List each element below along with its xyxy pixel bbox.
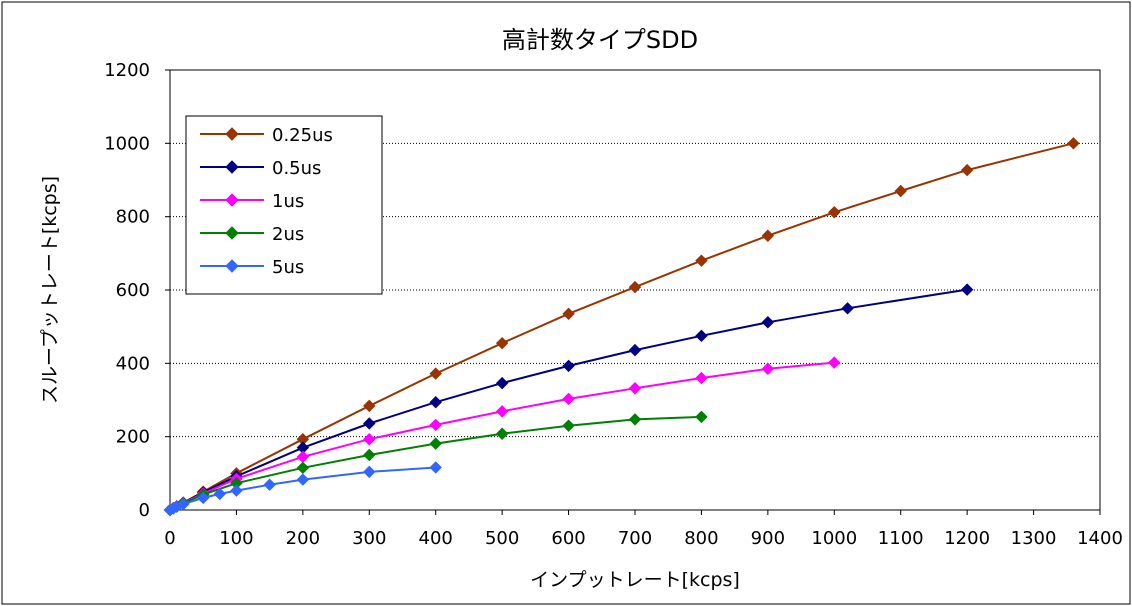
data-point — [230, 484, 243, 497]
data-point — [562, 359, 575, 373]
legend-label: 0.5us — [272, 158, 321, 179]
x-tick-label: 100 — [219, 528, 253, 549]
data-point — [495, 427, 509, 440]
legend-marker — [225, 226, 239, 240]
data-point — [695, 410, 708, 424]
y-tick-label: 1200 — [104, 60, 150, 81]
data-point — [429, 367, 442, 380]
x-tick-label: 1300 — [1011, 528, 1057, 549]
legend-label: 5us — [272, 257, 304, 278]
legend-box — [185, 115, 383, 295]
data-point — [761, 316, 775, 329]
data-point — [695, 371, 708, 385]
data-point — [363, 465, 376, 479]
legend-item: 0.5us — [200, 158, 321, 179]
x-tick-label: 0 — [164, 528, 175, 549]
x-tick-label: 800 — [684, 528, 718, 549]
data-point — [841, 302, 854, 315]
data-point — [429, 395, 442, 409]
data-point — [429, 437, 442, 450]
data-point — [960, 163, 974, 177]
legend-label: 0.25us — [272, 125, 333, 146]
y-tick-label: 400 — [116, 353, 150, 374]
data-point — [263, 478, 276, 491]
data-point — [1067, 137, 1080, 150]
x-tick-label: 600 — [551, 528, 585, 549]
legend-item: 2us — [200, 224, 304, 245]
legend-marker — [225, 193, 239, 207]
data-point — [197, 491, 210, 505]
y-axis-ticks: 0 200 400 600 800 1000 1200 — [104, 60, 170, 521]
y-tick-label: 0 — [139, 500, 150, 521]
data-point — [363, 399, 376, 413]
x-tick-label: 400 — [419, 528, 453, 549]
data-point — [628, 343, 642, 357]
x-tick-label: 1100 — [878, 528, 924, 549]
data-point — [628, 413, 642, 426]
data-point — [296, 461, 310, 475]
series-5us — [163, 461, 442, 517]
data-point — [695, 254, 708, 267]
legend-marker — [225, 127, 239, 141]
legend-item: 0.25us — [200, 125, 333, 146]
x-tick-label: 200 — [286, 528, 320, 549]
legend: 0.25us 0.5us 1us 2us 5us — [185, 115, 383, 295]
x-axis-ticks: 0 100 200 300 400 500 600 700 800 900 1000 1100 1200… — [164, 510, 1123, 549]
legend-marker — [225, 259, 239, 273]
x-tick-label: 1000 — [811, 528, 857, 549]
data-point — [429, 461, 442, 474]
x-tick-label: 1200 — [944, 528, 990, 549]
data-point — [363, 433, 376, 446]
data-point — [761, 229, 775, 242]
data-point — [429, 418, 442, 432]
chart-title: 高計数タイプSDD — [502, 26, 698, 54]
data-point — [495, 336, 509, 350]
data-point — [894, 184, 907, 198]
data-point — [628, 382, 642, 395]
x-tick-label: 900 — [751, 528, 785, 549]
x-tick-label: 500 — [485, 528, 519, 549]
series-layer — [163, 137, 1080, 517]
y-tick-label: 1000 — [104, 133, 150, 154]
data-point — [296, 473, 310, 486]
x-tick-label: 300 — [352, 528, 386, 549]
legend-item: 1us — [200, 191, 304, 212]
data-point — [828, 206, 841, 219]
data-point — [495, 405, 509, 418]
data-point — [761, 362, 775, 376]
legend-item: 5us — [200, 257, 304, 278]
data-point — [695, 329, 708, 343]
data-point — [828, 356, 841, 369]
data-point — [562, 307, 575, 321]
data-point — [177, 497, 190, 511]
data-point — [562, 419, 575, 432]
y-axis-label: スループットレート[kcps] — [39, 176, 61, 404]
data-point — [495, 376, 509, 390]
legend-label: 1us — [272, 191, 304, 212]
legend-label: 2us — [272, 224, 304, 245]
data-point — [960, 283, 974, 296]
y-tick-label: 200 — [116, 427, 150, 448]
legend-marker — [225, 160, 239, 174]
y-tick-label: 600 — [116, 280, 150, 301]
data-point — [363, 448, 376, 462]
x-tick-label: 700 — [618, 528, 652, 549]
data-point — [363, 417, 376, 430]
data-point — [213, 487, 227, 501]
data-point — [628, 280, 642, 294]
data-point — [562, 392, 575, 406]
x-axis-label: インプットレート[kcps] — [530, 569, 740, 591]
x-tick-label: 1400 — [1077, 528, 1123, 549]
y-tick-label: 800 — [116, 207, 150, 228]
